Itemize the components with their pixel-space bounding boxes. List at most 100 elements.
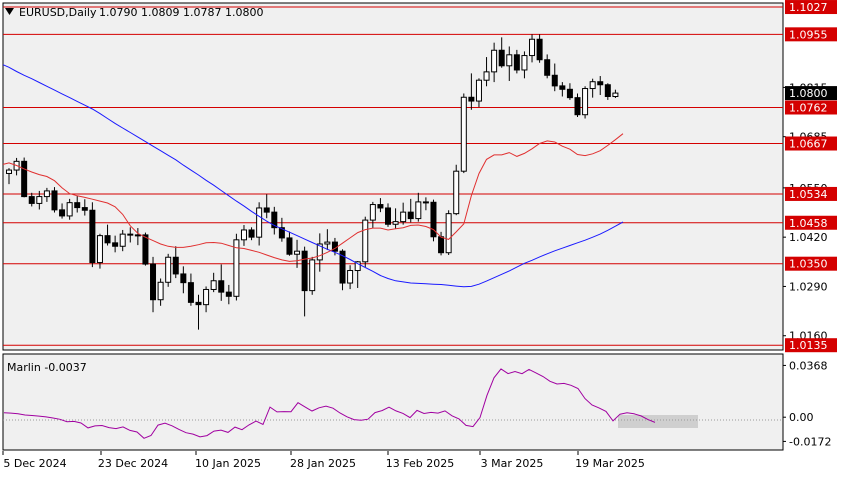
main-price-panel[interactable]	[2, 2, 784, 351]
candle	[233, 233, 240, 301]
candle	[134, 228, 141, 246]
candle	[195, 294, 202, 330]
candle-body-bear	[172, 256, 179, 275]
candle	[316, 233, 323, 272]
candle-body-bull	[369, 204, 376, 221]
candle-body-bull	[453, 170, 460, 215]
fast-moving-average-line	[2, 133, 624, 262]
candle	[104, 224, 111, 246]
candle-body-bear	[536, 38, 543, 61]
candle-body-bear	[385, 207, 391, 225]
candle	[468, 73, 475, 110]
candle-body-bear	[339, 250, 346, 284]
candle	[506, 46, 513, 81]
candle-body-bull	[445, 213, 452, 254]
candle-body-bull	[354, 261, 361, 272]
candle-body-bear	[574, 97, 581, 116]
candle-body-bull	[119, 233, 126, 247]
level-price-tag	[785, 186, 837, 201]
level-price-tag-label: 1.0534	[789, 188, 828, 201]
candle	[445, 210, 452, 255]
candle	[529, 34, 536, 63]
candlesticks	[6, 34, 619, 330]
candle	[225, 284, 232, 305]
marlin-oscillator-panel[interactable]	[2, 353, 784, 451]
level-price-tag	[785, 0, 837, 15]
candle	[286, 231, 293, 256]
candle-body-bull	[400, 211, 407, 223]
candle-body-bull	[529, 38, 536, 57]
time-tick-label: 13 Feb 2025	[386, 457, 454, 470]
candle	[385, 203, 391, 227]
symbol-menu-triangle-icon[interactable]	[5, 8, 14, 15]
candle-body-bull	[324, 241, 331, 245]
candle	[566, 83, 573, 100]
candle	[157, 278, 164, 306]
level-price-tag	[785, 256, 837, 271]
candle	[142, 232, 149, 266]
level-price-tag	[785, 136, 837, 151]
candle	[21, 157, 28, 198]
time-tick-label: 3 Mar 2025	[481, 457, 544, 470]
candle-body-bear	[422, 201, 429, 204]
level-price-tag	[785, 215, 837, 230]
candle	[559, 82, 566, 97]
oscillator-highlight-box	[618, 415, 698, 428]
candle-body-bull	[157, 281, 164, 301]
candle-body-bull	[36, 196, 43, 204]
candle-body-bull	[203, 288, 210, 306]
candle	[460, 93, 467, 174]
candle-body-bear	[81, 207, 88, 211]
candle	[392, 208, 399, 229]
candle	[475, 78, 482, 108]
candle-body-bull	[392, 221, 399, 225]
candle-body-bull	[582, 88, 589, 116]
candle	[74, 195, 81, 213]
level-price-tag	[785, 338, 837, 353]
candle	[597, 76, 604, 95]
candle	[66, 198, 73, 220]
time-tick-label: 28 Jan 2025	[290, 457, 356, 470]
candle-body-bull	[165, 256, 172, 283]
candle-body-bear	[566, 88, 573, 99]
candle	[187, 273, 194, 306]
candle-body-bull	[612, 92, 619, 98]
candle	[407, 198, 414, 223]
candle	[430, 199, 437, 242]
candle-body-bear	[187, 282, 194, 303]
candle-body-bear	[127, 233, 134, 236]
candle	[6, 168, 12, 185]
candle	[498, 37, 505, 68]
candle	[150, 256, 157, 313]
candle-body-bull	[66, 202, 73, 217]
candle-body-bull	[521, 55, 528, 71]
candle-body-bear	[286, 237, 293, 255]
price-tick-label: 1.0290	[789, 280, 828, 293]
candle	[51, 187, 58, 213]
candle	[354, 261, 361, 288]
candle	[240, 225, 247, 246]
level-price-tag-label: 1.0135	[789, 339, 828, 352]
candle-body-bear	[559, 85, 566, 90]
candle	[112, 235, 119, 253]
candle-body-bear	[28, 196, 35, 204]
candle-body-bear	[150, 263, 157, 301]
candle-body-bear	[180, 273, 187, 284]
candle	[28, 192, 35, 207]
candle	[180, 266, 187, 294]
candle-body-bear	[513, 54, 520, 71]
candle	[172, 246, 179, 279]
symbol-label: EURUSD,Daily	[19, 6, 97, 19]
ohlc-values: 1.0790 1.0809 1.0787 1.0800	[99, 6, 263, 19]
candle-body-bull	[6, 169, 12, 174]
candle-body-bull	[43, 190, 50, 198]
candle	[271, 206, 278, 235]
marlin-oscillator-line	[3, 368, 656, 439]
level-price-tag-label: 1.0458	[789, 217, 828, 230]
current-price-label: 1.0800	[789, 87, 828, 100]
candle-body-bull	[347, 270, 354, 284]
candle-body-bear	[112, 242, 119, 247]
candle-body-bear	[195, 301, 202, 306]
candle-body-bear	[407, 211, 414, 220]
